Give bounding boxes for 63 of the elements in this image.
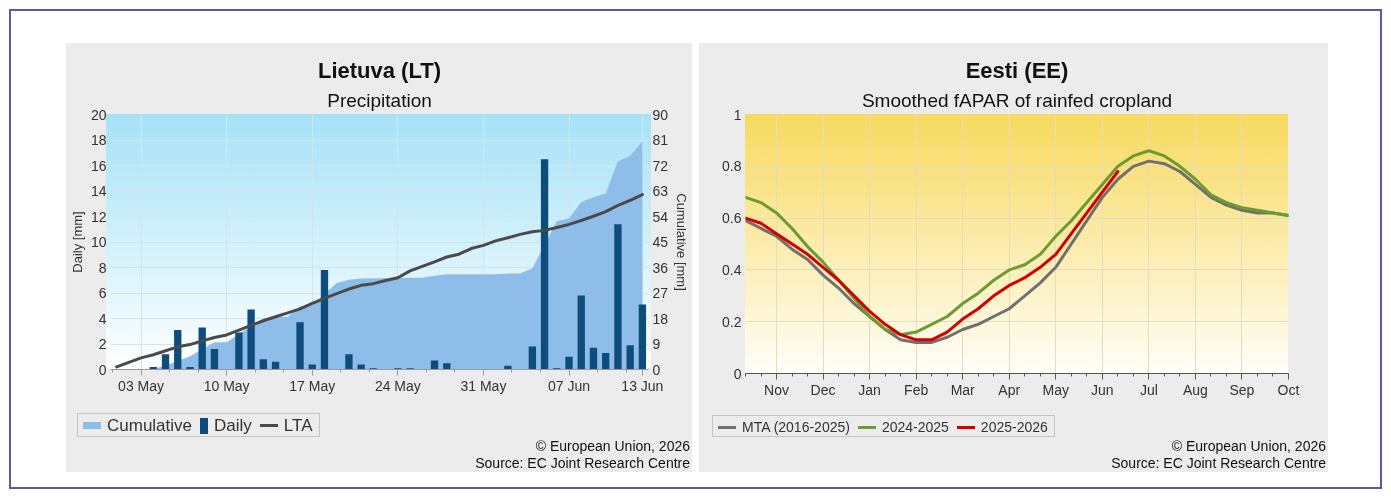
x-tick-label: 31 May: [460, 377, 507, 394]
y-tick-label: 12: [90, 208, 107, 225]
chart-subtitle: Precipitation: [327, 89, 432, 111]
y-tick-label: 0: [98, 361, 107, 378]
y-tick-label: 10: [90, 234, 107, 250]
source-note: Source: EC Joint Research Centre: [1111, 455, 1326, 471]
x-tick-label: Mar: [950, 381, 976, 398]
y2-tick-label: 54: [652, 208, 669, 225]
chart-title: Lietuva (LT): [317, 57, 442, 83]
x-tick-label: Nov: [764, 381, 789, 398]
x-tick-label: 07 Jun: [548, 377, 591, 394]
source-note: Source: EC Joint Research Centre: [475, 455, 690, 471]
legend-label: 2024-2025: [881, 419, 949, 436]
y-tick-label: 4: [98, 310, 107, 327]
x-tick-label: May: [1042, 381, 1070, 398]
legend-label: LTA: [283, 415, 313, 435]
x-tick-label: Jul: [1139, 381, 1158, 398]
y-tick-label: 14: [90, 183, 107, 199]
y-tick-label: 18: [90, 132, 107, 148]
y-tick-label: 0.4: [722, 261, 742, 278]
y-tick-label: 16: [90, 157, 107, 174]
x-tick-label: Dec: [810, 381, 836, 398]
text: © European Union, 2026: [1171, 438, 1326, 454]
y-tick-label: 2: [98, 336, 107, 352]
x-tick-label: Oct: [1277, 381, 1300, 398]
y2-tick-label: 45: [652, 234, 669, 250]
y-tick-label: 1: [733, 106, 742, 123]
y2-tick-label: 18: [652, 310, 669, 327]
chart-title: Eesti (EE): [965, 57, 1069, 83]
x-tick-label: Sep: [1229, 381, 1255, 398]
y-tick-label: 0.2: [722, 313, 742, 330]
y-tick-label: 0.8: [722, 158, 742, 175]
y-tick-label: 8: [98, 259, 107, 276]
x-tick-label: 03 May: [118, 377, 165, 394]
text: © European Union, 2026: [535, 438, 690, 454]
legend-label: Cumulative: [107, 415, 193, 435]
y2-tick-label: 63: [652, 183, 669, 199]
x-tick-label: Feb: [904, 381, 929, 398]
legend-label: 2025-2026: [980, 419, 1048, 436]
legend-label: MTA (2016-2025): [742, 419, 850, 436]
y-tick-label: 20: [90, 106, 107, 123]
x-tick-label: Jan: [858, 381, 881, 398]
y-axis-title: Daily [mm]: [69, 211, 85, 273]
y2-tick-label: 81: [652, 132, 669, 148]
x-tick-label: Jun: [1091, 381, 1114, 398]
x-tick-label: 17 May: [289, 377, 336, 394]
y2-tick-label: 0: [652, 361, 661, 378]
chart-subtitle: Smoothed fAPAR of rainfed cropland: [861, 89, 1173, 111]
y2-axis-title: Cumulative [mm]: [674, 193, 690, 291]
y2-tick-label: 36: [652, 259, 669, 276]
y-tick-label: 6: [98, 285, 107, 301]
y-tick-label: 0: [733, 365, 742, 382]
x-tick-label: 13 Jun: [621, 377, 664, 394]
y-tick-label: 0.6: [722, 210, 742, 227]
y2-tick-label: 72: [652, 157, 669, 174]
y2-tick-label: 27: [652, 285, 669, 301]
legend-label: Daily: [214, 415, 252, 435]
y2-tick-label: 9: [652, 336, 661, 352]
x-tick-label: Apr: [998, 381, 1021, 398]
y2-tick-label: 90: [652, 106, 669, 123]
x-tick-label: 24 May: [374, 377, 421, 394]
x-tick-label: 10 May: [203, 377, 250, 394]
x-tick-label: Aug: [1182, 381, 1208, 398]
